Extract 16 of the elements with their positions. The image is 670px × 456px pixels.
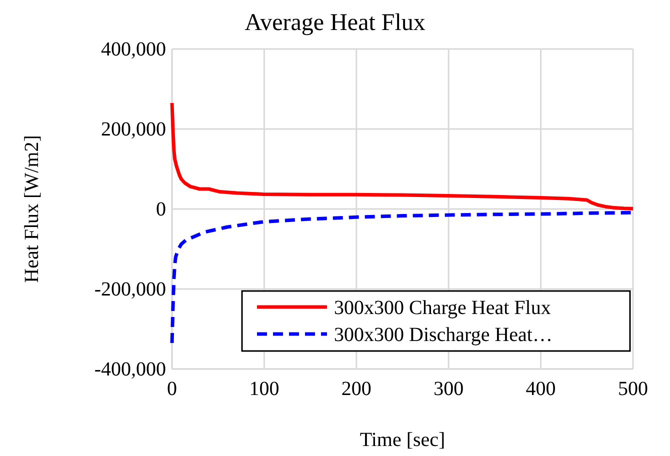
y-tick-label: 400,000 <box>101 38 166 60</box>
legend-label: 300x300 Discharge Heat… <box>334 324 552 346</box>
x-tick-label: 300 <box>434 378 464 400</box>
x-axis-title: Time [sec] <box>360 429 446 451</box>
legend-label: 300x300 Charge Heat Flux <box>334 297 551 319</box>
y-tick-label: -400,000 <box>94 358 166 380</box>
y-tick-label: 200,000 <box>101 118 166 140</box>
line-series <box>170 101 635 210</box>
y-tick-label: -200,000 <box>94 278 166 300</box>
x-tick-label: 100 <box>249 378 280 400</box>
x-tick-label: 400 <box>526 378 556 400</box>
y-axis-title: Heat Flux [W/m2] <box>21 135 43 283</box>
x-tick-label: 200 <box>341 378 372 400</box>
x-tick-label: 500 <box>618 378 648 400</box>
chart-title: Average Heat Flux <box>244 10 426 36</box>
y-tick-label: 0 <box>156 198 166 220</box>
